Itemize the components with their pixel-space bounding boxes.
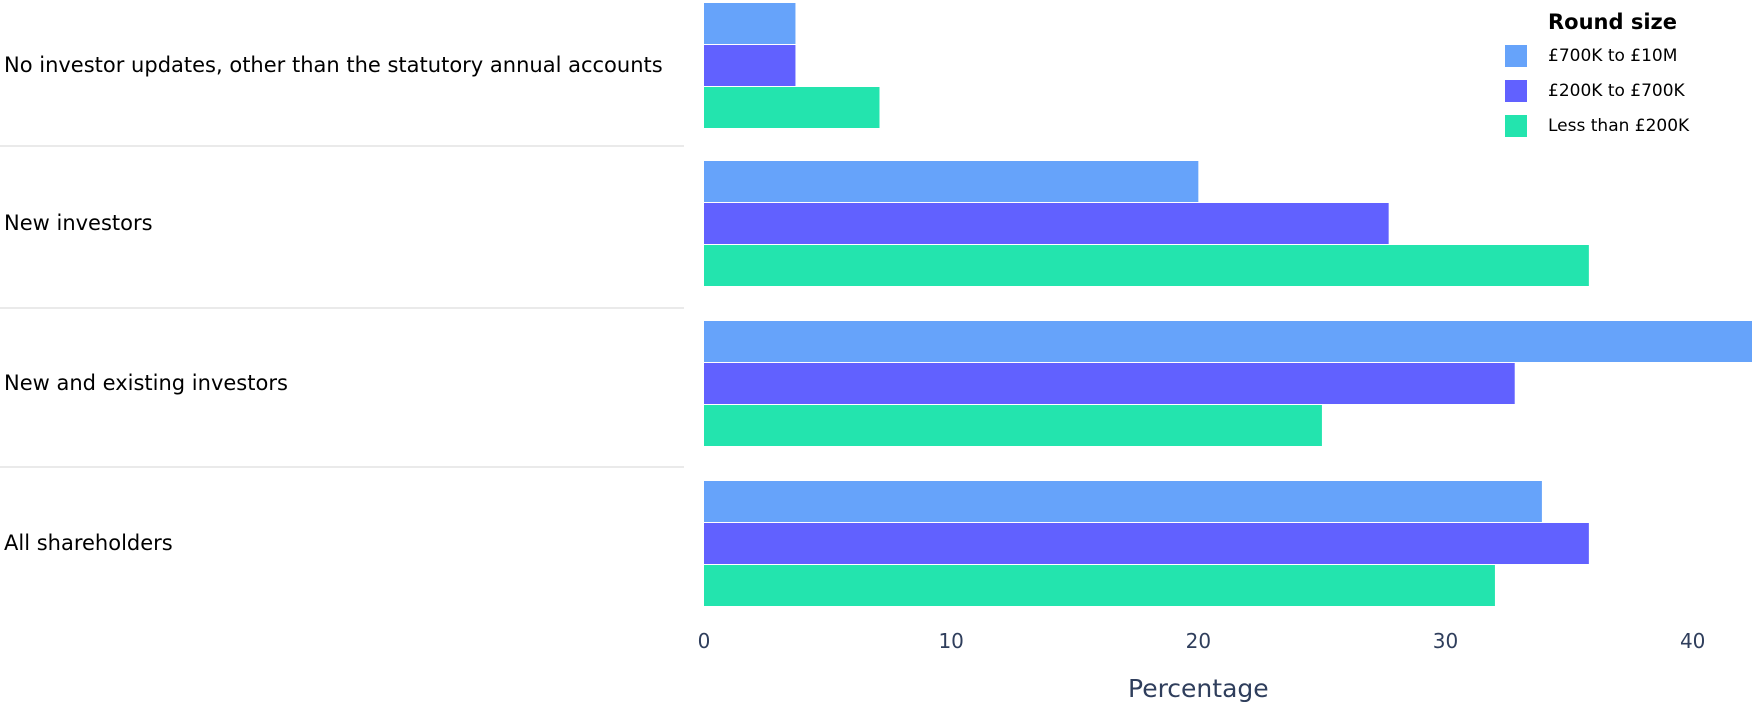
bars xyxy=(704,3,1752,606)
category-label: All shareholders xyxy=(4,531,173,555)
category-separators xyxy=(0,145,684,468)
x-tick-label: 30 xyxy=(1433,629,1458,653)
legend-label: £700K to £10M xyxy=(1548,46,1677,66)
legend-swatch xyxy=(1505,80,1527,102)
bar xyxy=(704,45,796,86)
legend-swatch xyxy=(1505,45,1527,67)
bar xyxy=(704,3,796,44)
bar xyxy=(704,161,1199,202)
x-axis-ticks: 0 10 20 30 40 xyxy=(698,629,1706,653)
legend-items: £700K to £10M £200K to £700K Less than £20… xyxy=(1505,45,1690,137)
category-labels: No investor updates, other than the stat… xyxy=(4,53,663,555)
bar xyxy=(704,245,1589,286)
legend-label: £200K to £700K xyxy=(1548,81,1686,101)
x-tick-label: 10 xyxy=(938,629,963,653)
x-tick-label: 0 xyxy=(698,629,711,653)
category-label: New investors xyxy=(4,211,153,235)
x-tick-label: 40 xyxy=(1680,629,1705,653)
legend-label: Less than £200K xyxy=(1548,116,1690,136)
legend: Round size £700K to £10M £200K to £700K Le… xyxy=(1505,10,1690,137)
bar xyxy=(704,321,1752,362)
category-label: New and existing investors xyxy=(4,371,288,395)
bar xyxy=(704,523,1589,564)
legend-swatch xyxy=(1505,115,1527,137)
category-label: No investor updates, other than the stat… xyxy=(4,53,663,77)
bar xyxy=(704,565,1495,606)
x-tick-label: 20 xyxy=(1186,629,1211,653)
x-axis-title: Percentage xyxy=(1128,674,1269,703)
bar xyxy=(704,481,1542,522)
legend-title: Round size xyxy=(1548,10,1677,34)
bar xyxy=(704,363,1515,404)
bar xyxy=(704,203,1389,244)
bar xyxy=(704,87,880,128)
bar xyxy=(704,405,1322,446)
